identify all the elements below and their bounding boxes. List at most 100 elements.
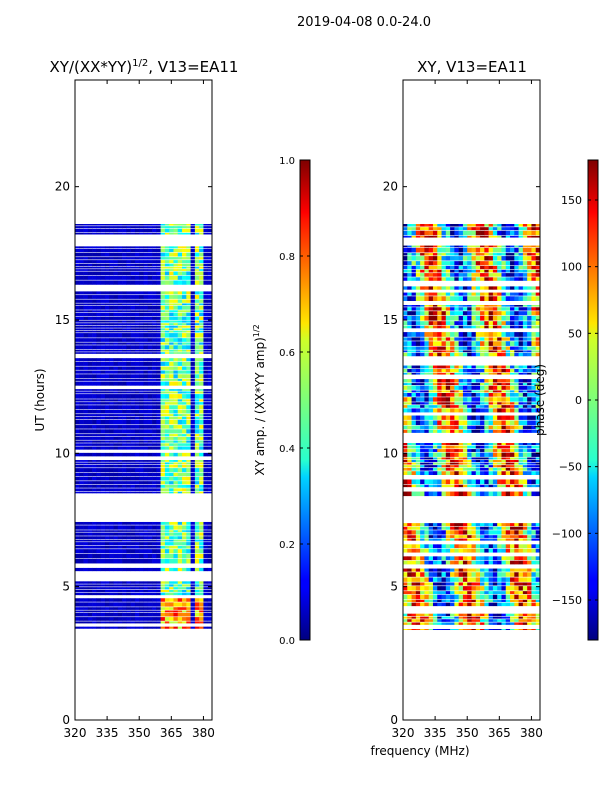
heatmap-cell — [467, 383, 472, 386]
heatmap-cell — [424, 452, 429, 457]
heatmap-cell — [143, 280, 149, 285]
heatmap-cell — [109, 312, 114, 317]
heatmap-cell — [186, 224, 191, 226]
heatmap-cell — [480, 445, 485, 449]
heatmap-cell — [79, 434, 84, 437]
heatmap-cell — [458, 369, 464, 373]
heatmap-cell — [462, 379, 468, 383]
heatmap-cell — [147, 312, 153, 317]
heatmap-cell — [87, 464, 93, 468]
heatmap-cell — [194, 409, 200, 414]
heatmap-cell — [152, 409, 157, 414]
heatmap-cell — [173, 626, 179, 629]
heatmap-cell — [411, 465, 417, 468]
heatmap-cell — [432, 397, 438, 402]
heatmap-cell — [75, 472, 80, 477]
heatmap-cell — [522, 471, 528, 476]
heatmap-cell — [475, 337, 481, 341]
heatmap-cell — [96, 532, 101, 536]
heatmap-cell — [83, 416, 89, 420]
heatmap-cell — [177, 246, 183, 249]
heatmap-cell — [109, 488, 114, 492]
heatmap-cell — [164, 558, 170, 564]
heatmap-cell — [126, 542, 131, 546]
heatmap-cell — [518, 305, 524, 307]
heatmap-cell — [492, 457, 498, 460]
heatmap-cell — [432, 346, 438, 350]
heatmap-cell — [480, 465, 485, 468]
heatmap-cell — [87, 370, 93, 374]
heatmap-cell — [190, 399, 196, 402]
heatmap-cell — [462, 397, 468, 402]
heatmap-cell — [475, 392, 481, 397]
heatmap-cell — [484, 405, 489, 408]
heatmap-cell — [122, 260, 127, 264]
heatmap-cell — [450, 443, 455, 446]
phase-panel-title: XY, V13=EA11 — [417, 58, 527, 76]
heatmap-cell — [104, 536, 110, 540]
heatmap-cell — [122, 610, 127, 613]
heatmap-cell — [203, 325, 209, 328]
heatmap-cell — [437, 379, 442, 383]
heatmap-cell — [518, 397, 524, 402]
heatmap-cell — [207, 416, 213, 420]
heatmap-cell — [492, 265, 498, 270]
heatmap-cell — [143, 419, 149, 425]
heatmap-cell — [126, 598, 131, 602]
heatmap-cell — [92, 271, 97, 276]
heatmap-cell — [160, 484, 166, 488]
heatmap-cell — [152, 416, 157, 420]
heatmap-cell — [87, 394, 93, 399]
heatmap-cell — [518, 325, 524, 329]
heatmap-cell — [207, 440, 213, 443]
heatmap-cell — [207, 323, 213, 326]
heatmap-cell — [79, 612, 84, 617]
heatmap-cell — [454, 265, 459, 270]
heatmap-cell — [518, 526, 524, 530]
heatmap-cell — [514, 277, 519, 281]
heatmap-cell — [147, 345, 153, 350]
heatmap-cell — [109, 607, 114, 610]
heatmap-cell — [194, 345, 200, 350]
heatmap-cell — [458, 332, 464, 337]
heatmap-cell — [139, 316, 144, 320]
heatmap-cell — [428, 462, 434, 465]
heatmap-cell — [173, 295, 179, 299]
heatmap-cell — [96, 271, 101, 276]
heatmap-cell — [462, 350, 468, 353]
heatmap-cell — [475, 526, 481, 530]
heatmap-cell — [501, 325, 507, 329]
heatmap-cell — [432, 341, 438, 346]
heatmap-cell — [182, 425, 187, 429]
heatmap-cell — [501, 390, 507, 393]
heatmap-cell — [130, 299, 136, 303]
heatmap-cell — [207, 598, 213, 602]
heatmap-cell — [134, 291, 140, 295]
heatmap-cell — [203, 266, 209, 269]
heatmap-cell — [522, 402, 528, 405]
heatmap-cell — [510, 341, 515, 346]
heatmap-cell — [177, 370, 183, 374]
heatmap-cell — [173, 280, 179, 285]
heatmap-cell — [527, 429, 532, 433]
heatmap-cell — [505, 247, 511, 253]
heatmap-cell — [467, 311, 472, 316]
heatmap-cell — [186, 342, 191, 345]
heatmap-cell — [92, 481, 97, 485]
heatmap-cell — [510, 484, 515, 488]
heatmap-cell — [450, 269, 455, 273]
heatmap-cell — [454, 491, 459, 497]
heatmap-cell — [199, 446, 204, 450]
heatmap-cell — [100, 345, 106, 350]
heatmap-cell — [87, 358, 93, 362]
heatmap-cell — [458, 227, 464, 231]
heatmap-cell — [109, 589, 114, 592]
heatmap-cell — [160, 391, 166, 394]
heatmap-cell — [531, 459, 537, 463]
heatmap-cell — [152, 440, 157, 443]
heatmap-cell — [83, 312, 89, 317]
heatmap-cell — [505, 402, 511, 405]
heatmap-cell — [488, 286, 494, 290]
heatmap-cell — [471, 235, 477, 238]
heatmap-cell — [117, 280, 123, 285]
